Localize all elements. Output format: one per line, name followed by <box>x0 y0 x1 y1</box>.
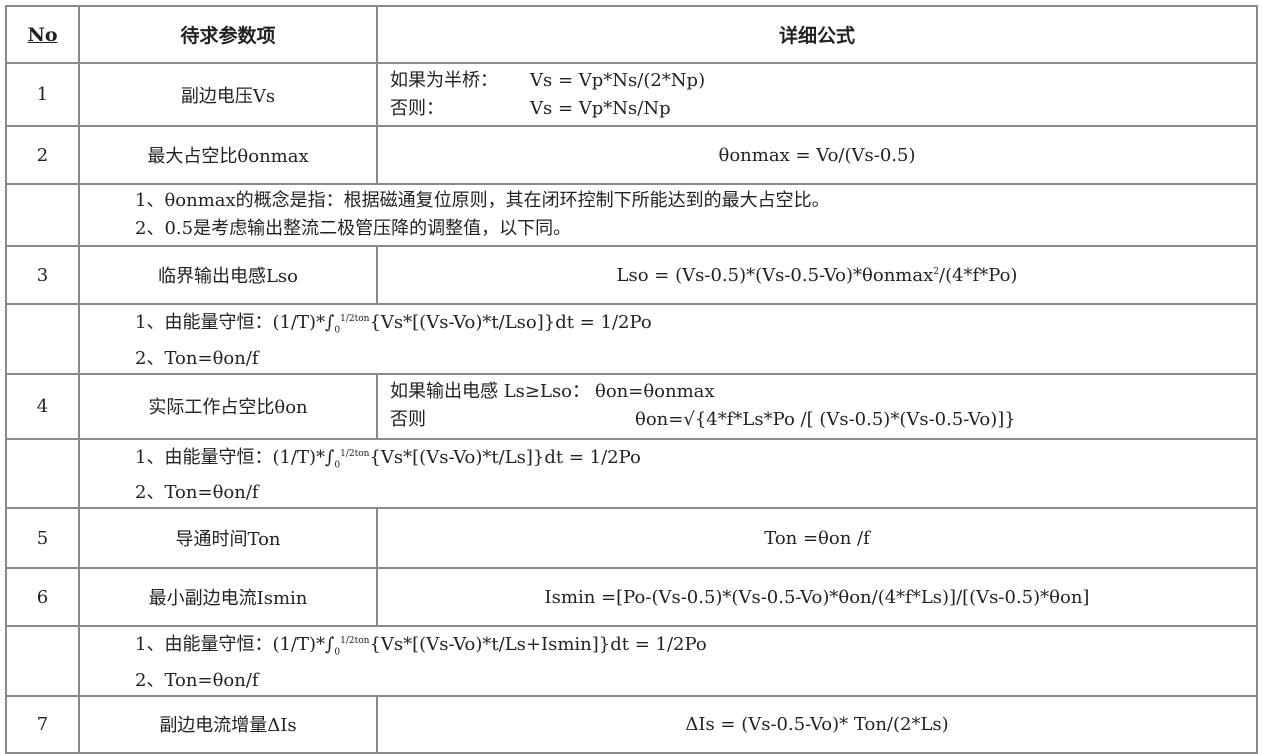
note-sup: 1/2ton <box>340 448 370 459</box>
note-cell: 1、由能量守恒：(1/T)*∫01/2ton{Vs*[(Vs-Vo)*t/Ls]… <box>78 437 1258 510</box>
formula-part: Lso = (Vs-0.5)*(Vs-0.5-Vo)*θonmax <box>616 264 934 286</box>
row-param: 副边电流增量ΔIs <box>78 694 378 754</box>
row-formula: Lso = (Vs-0.5)*(Vs-0.5-Vo)*θonmax2/(4*f*… <box>376 245 1258 305</box>
row-param: 最大占空比θonmax <box>78 125 378 185</box>
table-row: 6 最小副边电流Ismin Ismin =[Po-(Vs-0.5)*(Vs-0.… <box>5 567 1258 628</box>
note-part: {Vs*[(Vs-Vo)*t/Ls]}dt = 1/2Po <box>369 446 641 468</box>
note-line: 1、θonmax的概念是指：根据磁通复位原则，其在闭环控制下所能达到的最大占空比… <box>135 190 830 211</box>
note-line: 2、Ton=θon/f <box>135 669 259 691</box>
table-row: 4 实际工作占空比θon 如果输出电感 Ls≥Lso： θon=θonmax 否则… <box>5 372 1258 440</box>
note-sup: 1/2ton <box>340 636 370 647</box>
note-part: 1、由能量守恒：(1/T)*∫ <box>135 312 335 333</box>
header-no: No <box>27 23 58 46</box>
row-param: 实际工作占空比θon <box>78 372 378 440</box>
row-param: 临界输出电感Lso <box>78 245 378 305</box>
row-no: 1 <box>5 62 80 127</box>
note-row: 1、θonmax的概念是指：根据磁通复位原则，其在闭环控制下所能达到的最大占空比… <box>5 183 1258 247</box>
row-formula: 如果为半桥： Vs = Vp*Ns/(2*Np) 否则： Vs = Vp*Ns/Np <box>376 62 1258 127</box>
formula-part: /(4*f*Po) <box>939 264 1018 286</box>
note-row: 1、由能量守恒：(1/T)*∫01/2ton{Vs*[(Vs-Vo)*t/Ls]… <box>5 437 1258 510</box>
condition-label: 如果为半桥： <box>390 69 498 91</box>
formula-sup: 2 <box>933 266 939 277</box>
note-part: 1、由能量守恒：(1/T)*∫ <box>135 446 335 468</box>
note-line: 1、由能量守恒：(1/T)*∫01/2ton{Vs*[(Vs-Vo)*t/Lso… <box>135 305 1244 345</box>
note-part: 1、由能量守恒：(1/T)*∫ <box>135 634 335 656</box>
note-cell: 1、由能量守恒：(1/T)*∫01/2ton{Vs*[(Vs-Vo)*t/Lso… <box>78 303 1258 375</box>
note-sub: 0 <box>334 460 341 471</box>
row-formula: ΔIs = (Vs-0.5-Vo)* Ton/(2*Ls) <box>376 694 1258 754</box>
header-formula: 详细公式 <box>376 5 1258 64</box>
row-formula: θonmax = Vo/(Vs-0.5) <box>376 125 1258 185</box>
row-no: 2 <box>5 125 80 185</box>
note-sub: 0 <box>334 325 341 336</box>
formula-text: Vs = Vp*Ns/Np <box>530 97 671 119</box>
header-row: No 待求参数项 详细公式 <box>5 5 1258 64</box>
row-param: 最小副边电流Ismin <box>78 567 378 628</box>
row-formula: Ismin =[Po-(Vs-0.5)*(Vs-0.5-Vo)*θon/(4*f… <box>376 567 1258 628</box>
row-formula: 如果输出电感 Ls≥Lso： θon=θonmax 否则 θon=√{4*f*Ls*… <box>376 372 1258 440</box>
note-line: 2、Ton=θon/f <box>135 347 259 369</box>
table-row: 7 副边电流增量ΔIs ΔIs = (Vs-0.5-Vo)* Ton/(2*Ls… <box>5 694 1258 754</box>
formula-table: No 待求参数项 详细公式 1 副边电压Vs 如果为半桥： Vs = Vp*Ns/… <box>5 5 1258 754</box>
condition-label: 否则： <box>390 97 444 119</box>
note-line: 2、0.5是考虑输出整流二极管压降的调整值，以下同。 <box>135 218 572 239</box>
note-row: 1、由能量守恒：(1/T)*∫01/2ton{Vs*[(Vs-Vo)*t/Lso… <box>5 303 1258 375</box>
row-no: 6 <box>5 567 80 628</box>
row-no: 4 <box>5 372 80 440</box>
row-no: 5 <box>5 507 80 570</box>
row-no: 7 <box>5 694 80 754</box>
formula-text: Vs = Vp*Ns/(2*Np) <box>530 69 706 91</box>
note-part: {Vs*[(Vs-Vo)*t/Ls+Ismin]}dt = 1/2Po <box>369 634 707 656</box>
note-sub: 0 <box>334 647 341 658</box>
condition-label: 否则 <box>390 409 426 431</box>
note-sup: 1/2ton <box>340 314 370 324</box>
row-formula: Ton =θon /f <box>376 507 1258 570</box>
note-cell: 1、θonmax的概念是指：根据磁通复位原则，其在闭环控制下所能达到的最大占空比… <box>78 183 1258 247</box>
note-line: 2、Ton=θon/f <box>135 482 259 504</box>
note-line: 1、由能量守恒：(1/T)*∫01/2ton{Vs*[(Vs-Vo)*t/Ls+… <box>135 627 1244 667</box>
row-no: 3 <box>5 245 80 305</box>
table-row: 2 最大占空比θonmax θonmax = Vo/(Vs-0.5) <box>5 125 1258 185</box>
condition-label: 如果输出电感 Ls≥Lso： <box>390 381 591 403</box>
note-part: {Vs*[(Vs-Vo)*t/Lso]}dt = 1/2Po <box>369 312 652 333</box>
table-row: 5 导通时间Ton Ton =θon /f <box>5 507 1258 570</box>
formula-text: θon=θonmax <box>595 381 715 403</box>
note-cell: 1、由能量守恒：(1/T)*∫01/2ton{Vs*[(Vs-Vo)*t/Ls+… <box>78 625 1258 697</box>
formula-text: θon=√{4*f*Ls*Po /[ (Vs-0.5)*(Vs-0.5-Vo)]… <box>635 409 1016 431</box>
note-row: 1、由能量守恒：(1/T)*∫01/2ton{Vs*[(Vs-Vo)*t/Ls+… <box>5 625 1258 697</box>
row-param: 副边电压Vs <box>78 62 378 127</box>
header-param: 待求参数项 <box>78 5 378 64</box>
row-param: 导通时间Ton <box>78 507 378 570</box>
table-row: 3 临界输出电感Lso Lso = (Vs-0.5)*(Vs-0.5-Vo)*θ… <box>5 245 1258 305</box>
table-row: 1 副边电压Vs 如果为半桥： Vs = Vp*Ns/(2*Np) 否则： Vs =… <box>5 62 1258 127</box>
note-line: 1、由能量守恒：(1/T)*∫01/2ton{Vs*[(Vs-Vo)*t/Ls]… <box>135 440 1244 480</box>
